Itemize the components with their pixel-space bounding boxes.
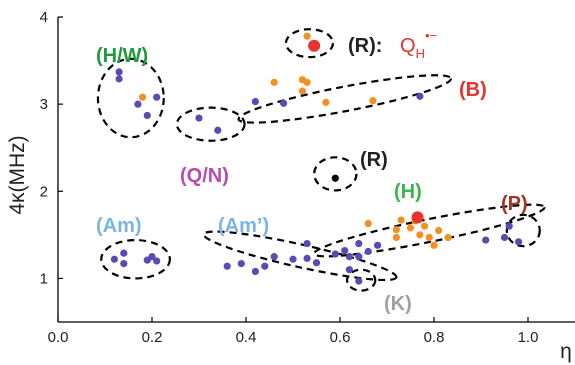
data-point-purple [195, 114, 203, 122]
data-point-purple [364, 247, 372, 256]
data-point-purple [482, 236, 490, 244]
data-point-purple [120, 260, 128, 268]
data-point-purple [143, 111, 151, 120]
data-point-orange [444, 233, 452, 242]
x-tick-label: 0.6 [330, 329, 351, 346]
label-hw: (H/W) [96, 45, 148, 67]
data-point-purple [251, 97, 259, 106]
data-point-purple [110, 255, 118, 263]
data-point-purple [153, 257, 161, 265]
data-point-purple [505, 222, 513, 230]
x-tick-label: 0.4 [236, 329, 257, 346]
data-point-purple [345, 253, 353, 261]
data-point-purple [312, 259, 321, 267]
label-qh-sup: •− [425, 28, 437, 43]
group-ellipse [100, 238, 171, 280]
label-r: (R) [360, 149, 388, 171]
y-axis-label: 4κ(MHz) [6, 135, 29, 214]
group-ellipse [284, 28, 335, 59]
data-point-purple [115, 68, 123, 76]
group-ellipse [96, 57, 165, 139]
group-ellipse [345, 268, 377, 292]
data-point-purple [355, 253, 363, 261]
x-tick-label: 0.0 [48, 329, 69, 346]
data-point-purple [416, 92, 424, 100]
data-point-purple [115, 75, 123, 83]
data-point-purple [355, 239, 363, 248]
y-tick-label: 2 [40, 183, 48, 200]
data-point-purple [515, 238, 523, 246]
data-point-orange [392, 226, 400, 234]
x-tick-label: 1.0 [518, 329, 539, 346]
data-point-purple [153, 93, 161, 101]
data-point-orange [430, 241, 438, 249]
data-point-purple [148, 253, 156, 261]
label-qn: (Q/N) [180, 165, 229, 187]
data-point-orange [369, 97, 377, 105]
group-ellipse [313, 156, 358, 192]
group-ellipse [175, 106, 246, 142]
data-point-red [411, 211, 424, 224]
data-point-orange [322, 98, 330, 106]
label-am-prime: (Am’) [218, 215, 269, 237]
group-ellipses [96, 28, 546, 292]
data-point-orange [364, 219, 372, 228]
annotations: (H/W) (R): QH•− (B) (Q/N) (R) (H) (P) (A… [96, 28, 528, 315]
data-point-purple [280, 99, 288, 107]
data-point-purple [120, 249, 128, 257]
group-ellipse [202, 230, 398, 282]
data-point-purple [303, 239, 311, 248]
label-p: (P) [501, 193, 528, 215]
data-point-orange [416, 231, 424, 239]
data-point-purple [261, 262, 269, 270]
y-tick-label: 1 [40, 270, 48, 287]
data-point-purple [345, 266, 353, 274]
y-tick-label: 3 [40, 96, 48, 113]
data-point-orange [435, 226, 443, 235]
label-qh-radical: QH•− [400, 28, 437, 61]
data-point-purple [270, 253, 278, 261]
label-qh-main: Q [400, 35, 416, 57]
data-point-purple [374, 241, 382, 249]
data-point-purple [331, 250, 339, 258]
data-point-purple [303, 254, 311, 262]
data-point-purple [214, 126, 222, 134]
data-point-purple [251, 267, 259, 276]
y-tick-label: 4 [40, 9, 48, 26]
data-point-orange [392, 233, 400, 242]
group-ellipse [237, 74, 452, 124]
data-point-purple [237, 260, 245, 268]
label-b: (B) [459, 79, 487, 101]
x-tick-label: 0.2 [142, 329, 163, 346]
label-k: (K) [384, 293, 412, 315]
data-point-black [331, 174, 339, 182]
data-point-purple [355, 277, 363, 285]
data-point-orange [406, 224, 415, 232]
data-point-orange [397, 216, 405, 224]
label-am: (Am) [96, 215, 142, 237]
data-point-orange [298, 87, 306, 95]
data-point-purple [134, 100, 142, 108]
data-point-orange [425, 233, 433, 242]
data-points [110, 32, 523, 285]
data-point-purple [223, 262, 231, 270]
data-point-red [308, 39, 321, 52]
axis-ticks: 0.0 0.2 0.4 0.6 0.8 1.0 1 2 3 4 [40, 9, 539, 346]
data-point-orange [303, 32, 311, 40]
label-r-prefix: (R): [348, 35, 382, 57]
data-point-purple [341, 246, 349, 255]
data-point-purple [500, 233, 509, 242]
group-ellipse [505, 213, 541, 248]
data-point-orange [270, 78, 278, 86]
label-qh-sub: H [416, 46, 425, 61]
group-ellipse [313, 203, 546, 258]
x-tick-label: 0.8 [424, 329, 445, 346]
x-axis-label: η [560, 340, 572, 363]
label-h: (H) [394, 181, 422, 203]
data-point-orange [303, 78, 311, 86]
data-point-orange [421, 222, 429, 230]
data-point-purple [289, 255, 297, 263]
data-point-orange [139, 93, 147, 101]
